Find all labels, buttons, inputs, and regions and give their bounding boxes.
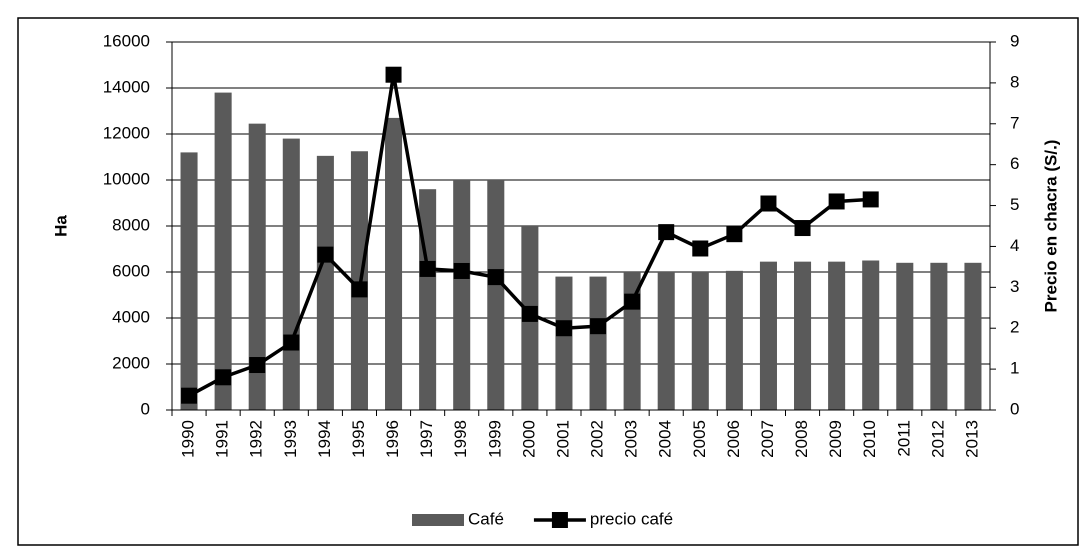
x-tick-label: 2003 (622, 420, 641, 458)
x-tick-label: 2010 (860, 420, 879, 458)
line-marker (624, 293, 641, 310)
line-marker (419, 260, 436, 277)
x-tick-label: 1991 (213, 420, 232, 458)
line-marker (249, 357, 266, 374)
y2-tick-label: 4 (1010, 236, 1019, 255)
line-marker (862, 191, 879, 208)
bar (794, 261, 812, 410)
legend-label: Café (468, 509, 504, 528)
line-marker (181, 387, 198, 404)
bar (964, 262, 982, 410)
x-tick-label: 1992 (247, 420, 266, 458)
legend-marker (551, 512, 568, 528)
bar (487, 180, 505, 410)
x-tick-label: 2000 (519, 420, 538, 458)
line-marker (215, 369, 232, 386)
x-tick-label: 2009 (826, 420, 845, 458)
line-marker (794, 220, 811, 237)
x-tick-label: 1997 (417, 420, 436, 458)
line-marker (692, 240, 709, 257)
bar (862, 260, 880, 410)
bar (725, 270, 743, 410)
y2-tick-label: 8 (1010, 72, 1019, 91)
x-tick-label: 2007 (758, 420, 777, 458)
line-marker (521, 305, 538, 322)
y-tick-label: 16000 (103, 31, 150, 50)
line-marker (385, 66, 402, 83)
y-tick-label: 10000 (103, 169, 150, 188)
bar (828, 261, 846, 410)
bar (555, 276, 573, 410)
y-tick-label: 4000 (112, 307, 150, 326)
y2-tick-label: 2 (1010, 318, 1019, 337)
bar (419, 189, 437, 410)
x-tick-label: 2013 (962, 420, 981, 458)
y-tick-label: 6000 (112, 261, 150, 280)
x-tick-label: 2002 (588, 420, 607, 458)
y-tick-label: 0 (141, 399, 150, 418)
chart-frame (17, 17, 1079, 546)
line-marker (726, 226, 743, 243)
x-tick-label: 1994 (315, 420, 334, 458)
y-axis-title: Ha (51, 215, 70, 237)
bar (385, 117, 403, 411)
x-tick-label: 1999 (485, 420, 504, 458)
bar (930, 262, 948, 410)
bar (896, 262, 914, 410)
line-marker (351, 281, 368, 298)
line-marker (590, 318, 607, 335)
y2-tick-label: 9 (1010, 31, 1019, 50)
line-marker (283, 334, 300, 351)
y2-tick-label: 5 (1010, 195, 1019, 214)
bar (316, 155, 334, 410)
x-tick-label: 1996 (383, 420, 402, 458)
x-tick-label: 2006 (724, 420, 743, 458)
x-tick-label: 2005 (690, 420, 709, 458)
x-tick-label: 1995 (349, 420, 368, 458)
bar (282, 138, 300, 410)
y-tick-label: 12000 (103, 123, 150, 142)
x-tick-label: 2011 (894, 420, 913, 457)
y-tick-label: 2000 (112, 353, 150, 372)
legend-label: precio café (590, 509, 673, 528)
line-marker (487, 269, 504, 286)
line-marker (760, 195, 777, 212)
y2-axis-title: Precio en chacra (S/.) (1041, 140, 1060, 313)
x-tick-label: 1993 (281, 420, 300, 458)
bar (589, 276, 607, 410)
line-marker (453, 262, 470, 279)
line-marker (317, 246, 334, 263)
y2-tick-label: 3 (1010, 277, 1019, 296)
y2-tick-label: 0 (1010, 399, 1019, 418)
y-tick-label: 8000 (112, 215, 150, 234)
line-marker (828, 193, 845, 210)
y2-tick-label: 1 (1010, 359, 1019, 378)
y2-tick-label: 7 (1010, 113, 1019, 132)
bar (180, 152, 198, 410)
y2-tick-label: 6 (1010, 154, 1019, 173)
bar (453, 180, 471, 410)
bar (214, 92, 232, 410)
bar (691, 272, 709, 410)
x-tick-label: 2008 (792, 420, 811, 458)
bar (759, 261, 777, 410)
legend-swatch (412, 514, 464, 526)
x-tick-label: 1998 (451, 420, 470, 458)
x-tick-label: 2012 (928, 420, 947, 458)
line-marker (555, 320, 572, 337)
y-tick-label: 14000 (103, 77, 150, 96)
x-tick-label: 2001 (553, 420, 572, 458)
bar (248, 123, 266, 411)
x-tick-label: 1990 (179, 420, 198, 458)
x-tick-label: 2004 (656, 420, 675, 458)
bar (657, 272, 675, 410)
line-marker (658, 224, 675, 241)
